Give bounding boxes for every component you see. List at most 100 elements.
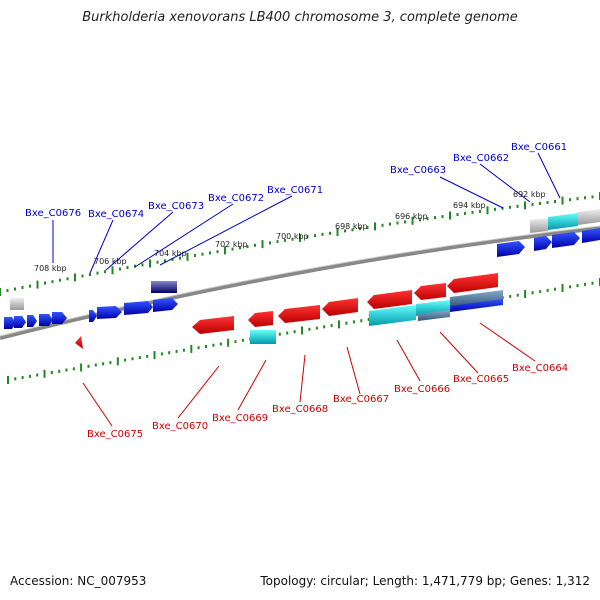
minor-tick bbox=[389, 222, 391, 226]
major-tick bbox=[0, 288, 1, 296]
minor-tick bbox=[21, 376, 24, 379]
minor-tick bbox=[14, 377, 17, 381]
minor-tick bbox=[146, 354, 149, 358]
minor-tick bbox=[539, 201, 541, 205]
scale-labels: 692 kbp 694 kbp 696 kbp 698 kbp 700 kbp … bbox=[34, 190, 546, 273]
minor-tick bbox=[344, 229, 346, 233]
major-tick bbox=[261, 240, 264, 249]
gene-label: Bxe_C0665 bbox=[453, 374, 509, 385]
minor-tick bbox=[29, 284, 31, 288]
minor-tick bbox=[126, 266, 129, 270]
minor-tick bbox=[323, 325, 326, 329]
minor-tick bbox=[119, 267, 121, 271]
gene-feature bbox=[151, 281, 177, 293]
minor-tick bbox=[182, 348, 185, 352]
minor-tick bbox=[426, 217, 429, 221]
minor-tick bbox=[104, 270, 106, 274]
minor-tick bbox=[321, 232, 324, 236]
gene-label: Bxe_C0662 bbox=[453, 153, 509, 164]
gene-arrow-forward bbox=[582, 228, 600, 243]
gene-arrow-forward bbox=[534, 236, 552, 251]
minor-tick bbox=[464, 211, 466, 215]
minor-tick bbox=[531, 291, 534, 295]
minor-tick bbox=[58, 369, 61, 373]
gene-arrow-forward bbox=[552, 232, 580, 248]
top-label-connectors bbox=[52, 152, 561, 274]
major-tick bbox=[74, 273, 76, 282]
minor-tick bbox=[315, 326, 318, 330]
major-tick bbox=[224, 246, 226, 255]
minor-tick bbox=[89, 273, 91, 276]
minor-tick bbox=[138, 356, 141, 360]
major-tick bbox=[411, 216, 414, 225]
scale-label: 708 kbp bbox=[34, 264, 67, 273]
major-tick bbox=[227, 338, 230, 347]
gene-arrow-forward bbox=[27, 315, 37, 327]
minor-tick bbox=[239, 246, 241, 250]
page-title: Burkholderia xenovorans LB400 chromosome… bbox=[82, 10, 518, 25]
minor-tick bbox=[72, 367, 75, 371]
minor-tick bbox=[516, 204, 519, 208]
gene-feature bbox=[450, 299, 503, 312]
gene-label: Bxe_C0667 bbox=[333, 394, 389, 405]
major-tick bbox=[186, 252, 189, 261]
minor-tick bbox=[314, 234, 316, 238]
minor-tick bbox=[168, 351, 171, 355]
major-tick bbox=[111, 266, 114, 275]
minor-tick bbox=[21, 286, 24, 289]
minor-tick bbox=[156, 260, 159, 264]
minor-tick bbox=[494, 207, 496, 211]
minor-tick bbox=[194, 254, 196, 257]
minor-tick bbox=[36, 373, 39, 377]
minor-tick bbox=[51, 280, 54, 284]
minor-tick bbox=[554, 287, 556, 291]
minor-tick bbox=[351, 228, 354, 232]
minor-tick bbox=[396, 221, 399, 225]
gene-arrow-reverse bbox=[414, 283, 446, 300]
major-tick bbox=[299, 234, 301, 242]
minor-tick bbox=[81, 274, 84, 278]
gene-arrow-reverse bbox=[322, 298, 358, 316]
minor-tick bbox=[291, 237, 294, 241]
gene-arrow-reverse bbox=[192, 316, 234, 334]
minor-tick bbox=[584, 196, 586, 200]
minor-tick bbox=[366, 226, 369, 229]
minor-tick bbox=[404, 220, 406, 224]
gene-feature bbox=[418, 310, 450, 321]
gene-label: Bxe_C0671 bbox=[267, 185, 323, 196]
scale-label: 694 kbp bbox=[453, 201, 486, 210]
minor-tick bbox=[591, 195, 594, 199]
minor-tick bbox=[231, 247, 234, 251]
major-tick bbox=[336, 228, 339, 237]
gene-arrow-forward bbox=[97, 306, 122, 319]
bottom-label-connectors bbox=[82, 322, 536, 427]
major-tick bbox=[374, 222, 376, 231]
minor-tick bbox=[102, 362, 105, 366]
minor-tick bbox=[141, 263, 144, 267]
minor-tick bbox=[179, 256, 181, 260]
forward-features bbox=[4, 209, 600, 329]
major-tick bbox=[116, 357, 119, 366]
gene-arrow-forward bbox=[4, 317, 16, 329]
minor-tick bbox=[276, 240, 279, 244]
minor-tick bbox=[352, 320, 355, 324]
minor-tick bbox=[569, 285, 571, 289]
major-tick bbox=[561, 196, 564, 205]
minor-tick bbox=[330, 324, 333, 328]
gene-arrow-forward bbox=[89, 310, 97, 322]
minor-tick bbox=[66, 277, 69, 281]
minor-tick bbox=[109, 361, 112, 365]
gene-label: Bxe_C0661 bbox=[511, 142, 567, 153]
gene-label: Bxe_C0668 bbox=[272, 404, 328, 415]
gene-arrow-forward bbox=[14, 316, 26, 328]
minor-tick bbox=[14, 287, 16, 291]
gene-arrow-forward bbox=[153, 298, 178, 312]
major-tick bbox=[301, 326, 303, 335]
gene-feature bbox=[250, 330, 276, 344]
top-gene-labels: Bxe_C0676 Bxe_C0674 Bxe_C0673 Bxe_C0672 … bbox=[25, 142, 567, 220]
minor-tick bbox=[216, 250, 219, 254]
minor-tick bbox=[246, 245, 249, 249]
gene-arrow-reverse bbox=[75, 336, 83, 349]
minor-tick bbox=[234, 340, 237, 344]
major-tick bbox=[486, 206, 489, 215]
